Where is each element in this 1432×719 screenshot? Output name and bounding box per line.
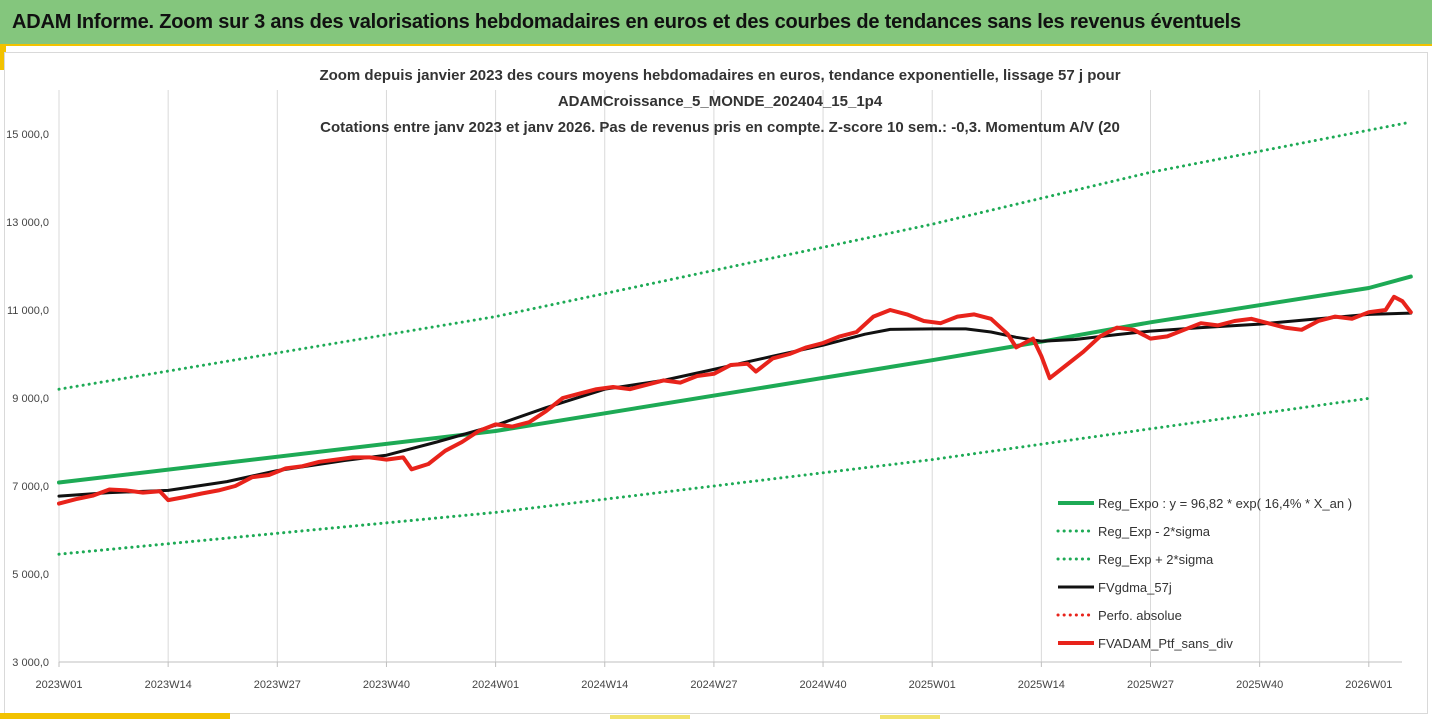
x-tick-label: 2025W14 [1018, 679, 1065, 691]
legend-label-2: Reg_Exp + 2*sigma [1098, 552, 1214, 567]
y-tick-label: 3 000,0 [12, 657, 49, 669]
header-banner: ADAM Informe. Zoom sur 3 ans des valoris… [0, 0, 1432, 46]
x-tick-label: 2023W01 [35, 679, 82, 691]
series-line-2 [57, 396, 1371, 556]
chart-title-line-1: Zoom depuis janvier 2023 des cours moyen… [319, 67, 1120, 84]
x-tick-label: 2023W14 [145, 679, 192, 691]
y-tick-label: 15 000,0 [6, 129, 49, 141]
chart-frame [4, 52, 1428, 714]
x-tick-label: 2024W14 [581, 679, 628, 691]
series-line-0 [57, 274, 1413, 485]
x-tick-label: 2023W27 [254, 679, 301, 691]
x-tick-label: 2025W01 [909, 679, 956, 691]
accent-bar-top-left [0, 46, 6, 70]
chart-title-line-3: Cotations entre janv 2023 et janv 2026. … [320, 119, 1120, 136]
y-tick-label: 7 000,0 [12, 481, 49, 493]
y-tick-label: 11 000,0 [7, 305, 49, 317]
axes [58, 661, 1402, 667]
accent-bar-bottom-right [880, 715, 940, 719]
y-axis-tick-labels: 3 000,0 5 000,0 7 000,0 9 000,0 11 000,0 13 0… [6, 129, 49, 669]
series-line-4 [57, 294, 1413, 506]
accent-bar-bottom-left [0, 713, 230, 719]
chart-title-line-2: ADAMCroissance_5_MONDE_202404_15_1p4 [558, 93, 883, 110]
gridlines [58, 90, 1370, 662]
x-tick-label: 2026W01 [1345, 679, 1392, 691]
series-layer [57, 120, 1413, 556]
accent-bar-bottom-middle [610, 715, 690, 719]
x-tick-label: 2025W40 [1236, 679, 1283, 691]
x-axis-tick-labels: 2023W01 2023W14 2023W27 2023W40 2024W01 2024W… [35, 679, 1392, 691]
legend-label-5: FVADAM_Ptf_sans_div [1098, 636, 1233, 651]
legend-label-1: Reg_Exp - 2*sigma [1098, 524, 1211, 539]
x-tick-label: 2024W01 [472, 679, 519, 691]
chart-title: Zoom depuis janvier 2023 des cours moyen… [319, 67, 1120, 136]
series-line-3 [57, 311, 1413, 498]
page-title: ADAM Informe. Zoom sur 3 ans des valoris… [12, 11, 1241, 33]
legend-label-0: Reg_Expo : y = 96,82 * exp( 16,4% * X_an… [1098, 496, 1352, 511]
x-tick-label: 2025W27 [1127, 679, 1174, 691]
legend-label-4: Perfo. absolue [1098, 608, 1182, 623]
legend-label-3: FVgdma_57j [1098, 580, 1172, 595]
x-tick-label: 2023W40 [363, 679, 410, 691]
series-line-1 [57, 120, 1413, 391]
y-tick-label: 5 000,0 [12, 569, 49, 581]
y-tick-label: 9 000,0 [12, 393, 49, 405]
x-tick-label: 2024W40 [800, 679, 847, 691]
x-tick-label: 2024W27 [690, 679, 737, 691]
y-tick-label: 13 000,0 [6, 217, 49, 229]
chart-legend: Reg_Expo : y = 96,82 * exp( 16,4% * X_an… [1056, 496, 1352, 651]
